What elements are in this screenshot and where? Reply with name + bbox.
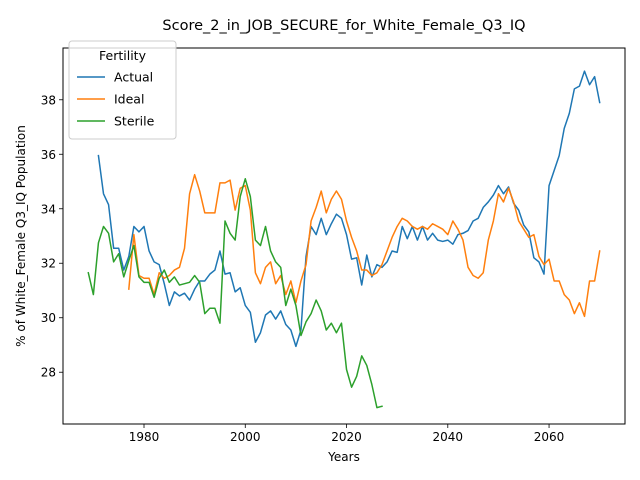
legend-label-ideal: Ideal <box>114 92 144 107</box>
x-axis-label: Years <box>327 450 360 464</box>
plot-lines <box>87 70 601 409</box>
x-tick-label: 1980 <box>129 430 160 444</box>
y-axis: 28 30 32 34 36 38 <box>41 93 63 380</box>
legend: Fertility Actual Ideal Sterile <box>68 40 177 140</box>
plot-frame <box>62 47 626 425</box>
series-line-sterile <box>87 178 383 409</box>
y-tick-label: 34 <box>41 202 56 216</box>
x-tick-label: 2060 <box>534 430 565 444</box>
series-line-ideal <box>128 173 601 318</box>
y-tick-label: 28 <box>41 366 56 380</box>
y-tick-label: 32 <box>41 257 56 271</box>
x-tick-label: 2020 <box>331 430 362 444</box>
legend-entries: Actual Ideal Sterile <box>77 70 155 129</box>
y-tick-label: 38 <box>41 93 56 107</box>
x-tick-label: 2040 <box>433 430 464 444</box>
x-tick-label: 2000 <box>230 430 261 444</box>
y-tick-label: 30 <box>41 311 56 325</box>
legend-label-sterile: Sterile <box>114 114 155 129</box>
chart-title: Score_2_in_JOB_SECURE_for_White_Female_Q… <box>162 18 525 34</box>
legend-title: Fertility <box>99 48 147 63</box>
series-line-actual <box>97 70 601 348</box>
legend-box <box>68 40 177 140</box>
y-tick-label: 36 <box>41 148 56 162</box>
y-axis-label: % of White_Female Q3_IQ Population <box>14 125 28 347</box>
legend-label-actual: Actual <box>114 70 153 85</box>
x-axis: 1980 2000 2020 2040 2060 <box>129 424 565 444</box>
